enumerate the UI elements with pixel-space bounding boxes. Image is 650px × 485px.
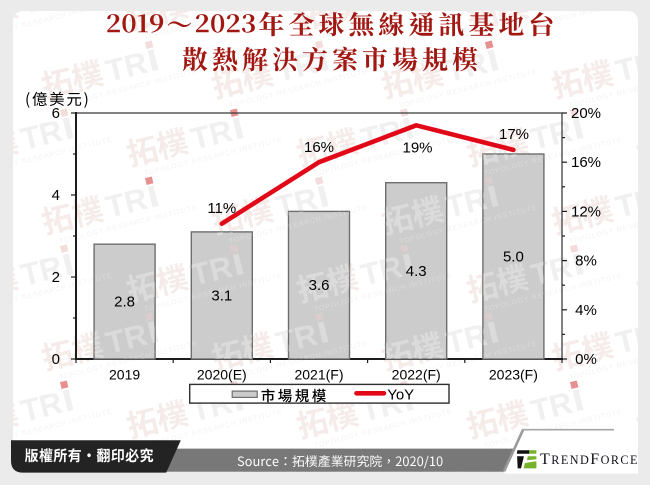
svg-text:4%: 4% xyxy=(575,302,597,319)
svg-text:16%: 16% xyxy=(571,154,601,171)
svg-text:12%: 12% xyxy=(571,203,601,220)
svg-text:TRENDFORCE: TRENDFORCE xyxy=(540,451,639,468)
svg-text:5.0: 5.0 xyxy=(503,249,524,266)
svg-text:0: 0 xyxy=(52,351,60,368)
svg-text:0%: 0% xyxy=(575,351,597,368)
svg-text:6: 6 xyxy=(52,105,60,122)
svg-text:3.1: 3.1 xyxy=(211,287,232,304)
svg-text:4: 4 xyxy=(52,187,60,204)
svg-text:2021(F): 2021(F) xyxy=(294,367,343,383)
svg-text:16%: 16% xyxy=(304,139,334,156)
svg-text:2: 2 xyxy=(52,269,60,286)
svg-text:4.3: 4.3 xyxy=(406,263,427,280)
svg-text:17%: 17% xyxy=(499,126,529,143)
svg-text:2019: 2019 xyxy=(109,367,140,383)
svg-text:3.6: 3.6 xyxy=(309,277,330,294)
svg-text:20%: 20% xyxy=(571,105,601,122)
svg-text:YoY: YoY xyxy=(387,386,414,403)
svg-text:2020(E): 2020(E) xyxy=(197,367,247,383)
svg-text:2023(F): 2023(F) xyxy=(489,367,538,383)
svg-text:8%: 8% xyxy=(575,253,597,270)
svg-text:2.8: 2.8 xyxy=(114,294,135,311)
svg-text:11%: 11% xyxy=(207,200,236,217)
svg-text:19%: 19% xyxy=(402,140,432,157)
svg-text:2022(F): 2022(F) xyxy=(392,367,441,383)
